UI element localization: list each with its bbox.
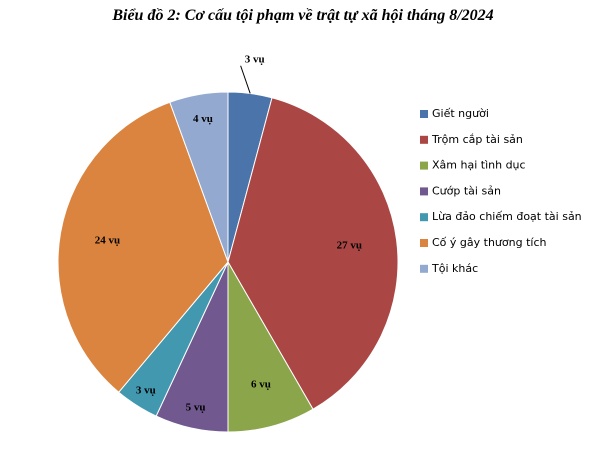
legend-swatch	[420, 110, 428, 118]
value-label: 6 vụ	[251, 379, 271, 391]
pie-slice	[169, 91, 229, 263]
value-label: 24 vụ	[95, 234, 120, 246]
value-label: 27 vụ	[337, 240, 362, 252]
legend-swatch	[420, 264, 428, 273]
legend-label: Cố ý gây thương tích	[432, 236, 546, 249]
legend-label: Trộm cắp tài sản	[431, 133, 523, 146]
legend-label: Cướp tài sản	[432, 184, 501, 197]
legend-swatch	[420, 239, 428, 247]
legend-swatch	[420, 187, 428, 196]
legend-label: Xâm hại tình dục	[432, 159, 526, 172]
legend-swatch	[420, 135, 428, 144]
legend-label: Tội khác	[431, 262, 478, 275]
value-label: 3 vụ	[245, 53, 265, 65]
pie-slice	[227, 97, 399, 410]
leader-line	[240, 65, 251, 94]
value-label: 4 vụ	[193, 113, 213, 125]
legend-swatch	[420, 213, 428, 222]
chart-title: Biểu đồ 2: Cơ cấu tội phạm về trật tự xã…	[111, 7, 493, 24]
value-label: 5 vụ	[186, 402, 206, 414]
legend-swatch	[420, 161, 428, 170]
legend-label: Lừa đảo chiếm đoạt tài sản	[432, 210, 582, 223]
legend-label: Giết người	[432, 107, 489, 120]
pie-slice	[57, 101, 229, 393]
value-label: 3 vụ	[136, 385, 156, 397]
pie-slice	[227, 260, 314, 433]
